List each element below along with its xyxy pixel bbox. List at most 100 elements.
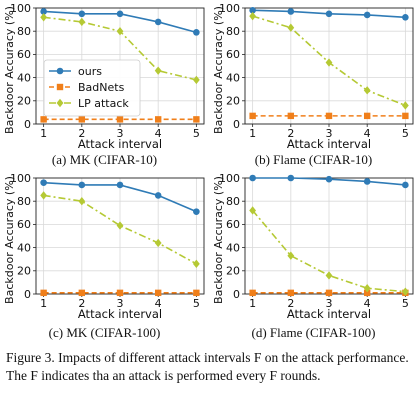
y-tick-label: 100 (219, 2, 240, 15)
x-tick-label: 1 (40, 127, 47, 140)
data-point-lp-attack (363, 284, 371, 293)
legend-marker-lp-attack (56, 98, 64, 108)
x-axis-label: Attack interval (78, 137, 162, 148)
data-point-badnets (78, 116, 86, 123)
data-point-badnets (78, 289, 86, 297)
x-tick-label: 1 (249, 127, 256, 140)
data-point-lp-attack (287, 23, 295, 32)
x-tick-label: 4 (364, 127, 371, 140)
y-tick-label: 40 (226, 241, 240, 254)
data-point-badnets (325, 289, 333, 297)
data-point-badnets (116, 289, 124, 297)
y-axis-label: Backdoor Accuracy (%) (3, 6, 16, 134)
data-point-badnets (249, 112, 256, 120)
data-point-lp-attack (116, 221, 124, 230)
data-point-ours (402, 13, 409, 21)
data-point-badnets (287, 112, 295, 120)
data-point-lp-attack (78, 17, 86, 27)
data-point-ours (325, 175, 333, 183)
figure-caption: Figure 3. Impacts of different attack in… (6, 350, 409, 383)
y-tick-label: 20 (17, 265, 31, 278)
y-tick-label: 0 (233, 118, 240, 131)
x-tick-label: 3 (117, 297, 124, 310)
y-tick-label: 20 (17, 95, 31, 108)
x-tick-label: 1 (249, 297, 256, 310)
x-tick-label: 5 (402, 127, 409, 140)
x-tick-label: 4 (155, 297, 162, 310)
x-tick-label: 3 (117, 127, 124, 140)
data-point-ours (363, 178, 371, 185)
y-tick-label: 60 (226, 48, 240, 61)
data-point-ours (154, 18, 162, 26)
y-tick-label: 20 (226, 265, 240, 278)
y-tick-label: 40 (17, 241, 31, 254)
chart-panel-b: 0 20 40 60 80 100 1 2 3 4 5 Attack interval Backdoor… (212, 2, 414, 148)
legend-label-badnets: BadNets (78, 81, 125, 94)
series-line-lp-attack (43, 194, 197, 265)
x-tick-label: 2 (287, 297, 294, 310)
x-axis-label: Attack interval (78, 307, 162, 318)
y-tick-label: 0 (24, 288, 31, 301)
data-point-lp-attack (116, 27, 124, 36)
chart-panel-a: 0 20 40 60 80 100 1 2 3 4 5 Attack interval Backdoor… (3, 2, 205, 148)
data-point-ours (116, 181, 124, 189)
data-point-badnets (363, 289, 371, 297)
x-tick-label: 2 (78, 127, 85, 140)
legend-marker-ours (56, 67, 64, 75)
data-point-ours (287, 174, 295, 182)
data-point-lp-attack (192, 75, 200, 85)
y-tick-label: 80 (226, 195, 240, 208)
y-tick-label: 100 (10, 172, 31, 185)
chart-panel-c: 0 20 40 60 80 100 1 2 3 4 5 Attack interval Backdoor… (3, 172, 205, 318)
data-point-ours (40, 179, 47, 186)
y-axis-label: Backdoor Accuracy (%) (3, 176, 16, 304)
data-point-ours (40, 8, 47, 15)
y-tick-label: 80 (17, 195, 31, 208)
data-point-ours (154, 192, 162, 199)
data-point-badnets (40, 289, 47, 297)
y-tick-label: 100 (10, 2, 31, 15)
data-point-ours (249, 174, 256, 182)
data-point-badnets (363, 112, 371, 120)
x-tick-label: 3 (326, 127, 333, 140)
data-point-lp-attack (154, 238, 162, 248)
subcaption-b: (b) Flame (CIFAR-10) (254, 152, 373, 167)
y-tick-label: 40 (17, 71, 31, 84)
data-point-lp-attack (249, 206, 257, 215)
x-tick-label: 4 (155, 127, 162, 140)
y-tick-label: 60 (17, 48, 31, 61)
data-point-ours (116, 10, 124, 18)
x-tick-label: 3 (326, 297, 333, 310)
x-axis-label: Attack interval (287, 137, 371, 148)
data-point-badnets (249, 289, 256, 297)
y-tick-label: 80 (17, 25, 31, 38)
x-tick-label: 2 (78, 297, 85, 310)
y-tick-label: 60 (226, 218, 240, 231)
data-point-ours (363, 11, 371, 19)
y-axis-label: Backdoor Accuracy (%) (212, 6, 225, 134)
data-point-badnets (287, 289, 295, 297)
y-tick-label: 0 (24, 118, 31, 131)
x-tick-label: 2 (287, 127, 294, 140)
data-point-lp-attack (363, 86, 371, 95)
data-point-ours (325, 10, 333, 18)
series-line-lp-attack (252, 209, 406, 293)
y-tick-label: 0 (233, 288, 240, 301)
data-point-badnets (154, 289, 162, 297)
data-point-badnets (325, 112, 333, 120)
data-point-lp-attack (401, 101, 409, 110)
subcaption-c: (c) MK (CIFAR-100) (48, 325, 161, 340)
data-point-ours (402, 181, 409, 189)
data-point-ours (287, 8, 295, 15)
subcaption-d: (d) Flame (CIFAR-100) (251, 325, 376, 340)
data-point-ours (78, 181, 86, 189)
data-point-lp-attack (249, 11, 257, 21)
data-point-badnets (193, 289, 200, 297)
x-tick-label: 5 (193, 127, 200, 140)
y-tick-label: 60 (17, 218, 31, 231)
subcaption-a: (a) MK (CIFAR-10) (51, 152, 158, 167)
data-point-badnets (116, 116, 124, 123)
data-point-ours (193, 208, 200, 215)
data-point-ours (249, 7, 256, 14)
